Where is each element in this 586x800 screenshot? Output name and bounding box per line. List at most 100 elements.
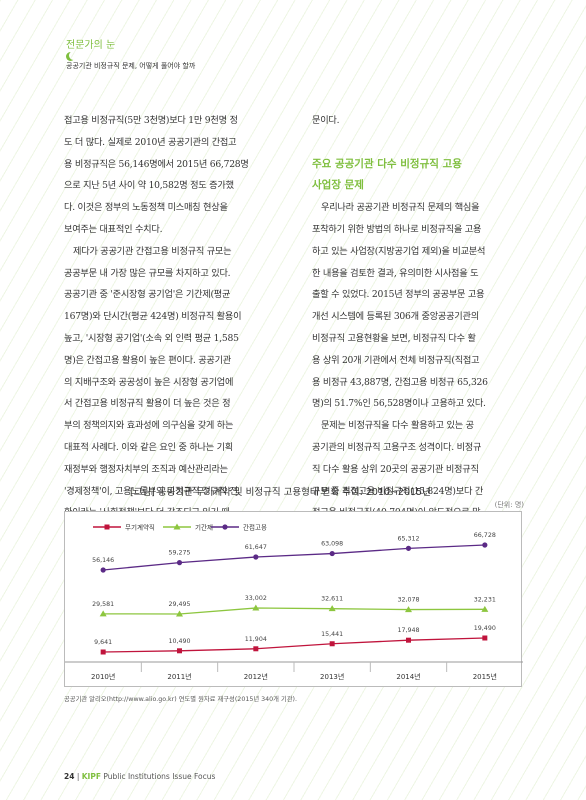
- data-point: [482, 542, 488, 548]
- section-heading: 사업장 문제: [312, 179, 364, 192]
- data-point: [252, 604, 260, 611]
- x-tick-label: 2011년: [167, 672, 191, 681]
- text-line: 서 간접고용 비정규직 활용이 더 높은 것은 정: [64, 398, 231, 410]
- data-label: 10,490: [168, 638, 190, 645]
- data-point: [253, 646, 259, 652]
- figure-title: [그림] 공공기관 무기계약 및 비정규직 고용형태 변화 추이: 2010~2…: [130, 487, 431, 498]
- text-line: 문제는 비정규직을 다수 활용하고 있는 공: [321, 420, 474, 432]
- data-label: 66,728: [474, 532, 496, 539]
- page-footer: 24 | KIPF Public Institutions Issue Focu…: [64, 772, 215, 781]
- data-point: [406, 637, 411, 643]
- text-line: 직 다수 활용 상위 20곳의 공공기관 비정규직: [312, 463, 479, 475]
- data-label: 65,312: [397, 535, 419, 542]
- text-line: 하고 있는 사업장(지방공기업 제외)을 비교분석: [312, 245, 486, 257]
- spacer: [312, 132, 534, 154]
- series-line: [103, 544, 485, 571]
- data-label: 15,441: [321, 631, 343, 638]
- data-point: [176, 610, 183, 617]
- body-column-right: 문이다. 주요 공공기관 다수 비정규직 고용 사업장 문제 우리나라 공공기관…: [312, 110, 534, 524]
- figure-unit: (단위: 명): [494, 501, 524, 509]
- data-label: 29,495: [168, 601, 190, 608]
- data-point: [99, 610, 107, 617]
- text-line: 접고용 비정규직(5만 3천명)보다 1만 9천명 정: [64, 115, 238, 126]
- section-heading: 주요 공공기관 다수 비정규직 고용: [312, 157, 462, 170]
- data-label: 29,581: [92, 601, 114, 608]
- text-line: 재정부와 행정자치부의 조직과 예산관리라는: [64, 463, 228, 475]
- series-line: [103, 607, 485, 615]
- text-line: 높고, '시장형 공기업'(소속 외 인력 평균 1,585: [64, 332, 239, 344]
- text-line: 비정규직 고용현황을 보면, 비정규직 다수 활: [312, 332, 476, 344]
- body-column-left: 접고용 비정규직(5만 3천명)보다 1만 9천명 정 도 더 많다. 실제로 …: [64, 110, 284, 524]
- text-line: 포착하기 위한 방법의 하나로 비정규직을 고용: [312, 223, 482, 235]
- publication-name: Public Institutions Issue Focus: [103, 772, 216, 781]
- text-line: 공공기관 중 '준시장형 공기업'은 기간제(평균: [64, 289, 231, 301]
- data-point: [329, 641, 335, 647]
- text-line: 개선 시스템에 등록된 306개 중앙공공기관의: [312, 311, 479, 323]
- page-number: 24: [64, 772, 75, 781]
- text-line: 우리나라 공공기관 비정규직 문제의 핵심을: [321, 202, 480, 214]
- text-line: 제다가 공공기관 간접고용 비정규직 규모는: [73, 245, 232, 257]
- legend-marker: [222, 524, 228, 530]
- line-chart: 2010년 2011년 2012년 2013년 2014년 2015년 무기계약직 기간제 간접…: [64, 511, 523, 687]
- legend-label: 간접고용: [243, 523, 267, 532]
- text-line: 출할 수 있었다. 2015년 정부의 공공부문 고용: [312, 289, 485, 301]
- data-label: 17,948: [397, 627, 419, 634]
- page-header: 전문가의 눈 공공기관 비정규직 문제, 어떻게 풀어야 할까: [66, 36, 195, 70]
- data-point: [176, 560, 183, 566]
- data-label: 32,231: [474, 596, 496, 603]
- text-line: 명)의 51.7%인 56,528명이나 고용하고 있다.: [312, 398, 486, 410]
- text-line: '경제정책'이, 고용노동부의 비정규직 정규직 전: [64, 485, 238, 497]
- text-line: 도 더 많다. 실제로 2010년 공공기관의 간접고: [64, 136, 237, 148]
- data-label: 61,647: [245, 544, 267, 551]
- x-tick-label: 2012년: [244, 672, 268, 681]
- crescent-icon: [69, 51, 78, 60]
- text-line: 으로 지난 5년 사이 약 10,582명 정도 증가했: [64, 180, 234, 192]
- source-note: 공공기관 알리오(http://www.alio.go.kr) 연도별 원자료 …: [64, 696, 297, 703]
- footer-divider: |: [76, 772, 82, 781]
- article-subtitle: 공공기관 비정규직 문제, 어떻게 풀어야 할까: [66, 62, 196, 70]
- text-line: 대표적 사례다. 이와 같은 요인 중 하나는 기획: [64, 441, 234, 453]
- data-label: 56,146: [92, 557, 114, 564]
- legend-marker: [104, 524, 110, 530]
- x-tick-label: 2013년: [320, 672, 344, 681]
- data-point: [405, 545, 412, 551]
- legend-label: 기간제: [195, 523, 213, 532]
- data-point: [481, 605, 489, 612]
- data-point: [100, 567, 106, 573]
- data-point: [329, 550, 335, 557]
- data-point: [328, 605, 336, 612]
- text-line: 167명)와 단시간(평균 424명) 비정규직 활용이: [64, 311, 242, 323]
- x-tick-label: 2014년: [396, 672, 420, 681]
- data-point: [405, 606, 412, 613]
- x-tick-label: 2015년: [473, 672, 497, 681]
- text-line: 한 내용을 검토한 결과, 유의미한 시사점을 도: [312, 267, 479, 279]
- series-line: [103, 637, 485, 653]
- data-label: 33,002: [245, 595, 267, 602]
- text-line: 명)은 간접고용 활용이 높은 편이다. 공공기관: [64, 354, 232, 366]
- text-line: 용 비정규직은 56,146명에서 2015년 66,728명: [64, 158, 249, 170]
- text-line: 용 상위 20개 기관에서 전체 비정규직(직접고: [312, 354, 480, 366]
- data-point: [482, 635, 488, 641]
- legend-label: 무기계약직: [125, 523, 155, 532]
- section-label: 전문가의 눈: [66, 40, 116, 51]
- data-label: 19,490: [474, 625, 496, 632]
- data-label: 32,078: [397, 597, 419, 604]
- text-line: 의 지배구조와 공공성이 높은 시장형 공기업에: [64, 376, 234, 388]
- text-line: 공공부문 내 가장 많은 규모를 차지하고 있다.: [64, 267, 231, 279]
- text-line: 문이다.: [312, 115, 340, 126]
- text-line: 공기관의 비정규직 고용구조 성격이다. 비정규: [312, 441, 482, 453]
- data-point: [253, 554, 259, 560]
- brand-logo: KIPF: [81, 772, 101, 781]
- chart-svg: 2010년 2011년 2012년 2013년 2014년 2015년 무기계약직 기간제 간접…: [65, 523, 523, 681]
- data-label: 59,275: [168, 550, 190, 557]
- data-label: 63,098: [321, 541, 343, 548]
- data-label: 9,641: [94, 639, 112, 646]
- text-line: 보여주는 대표적인 수치다.: [64, 223, 163, 235]
- text-line: 다. 이것은 정부의 노동정책 미스매칭 현상을: [64, 202, 228, 214]
- data-label: 32,611: [321, 596, 343, 603]
- text-line: 용 비정규 43,887명, 간접고용 비정규 65,326: [312, 376, 488, 388]
- legend-marker: [173, 523, 181, 530]
- x-tick-label: 2010년: [91, 672, 115, 681]
- data-label: 11,904: [245, 636, 267, 643]
- data-point: [100, 649, 106, 655]
